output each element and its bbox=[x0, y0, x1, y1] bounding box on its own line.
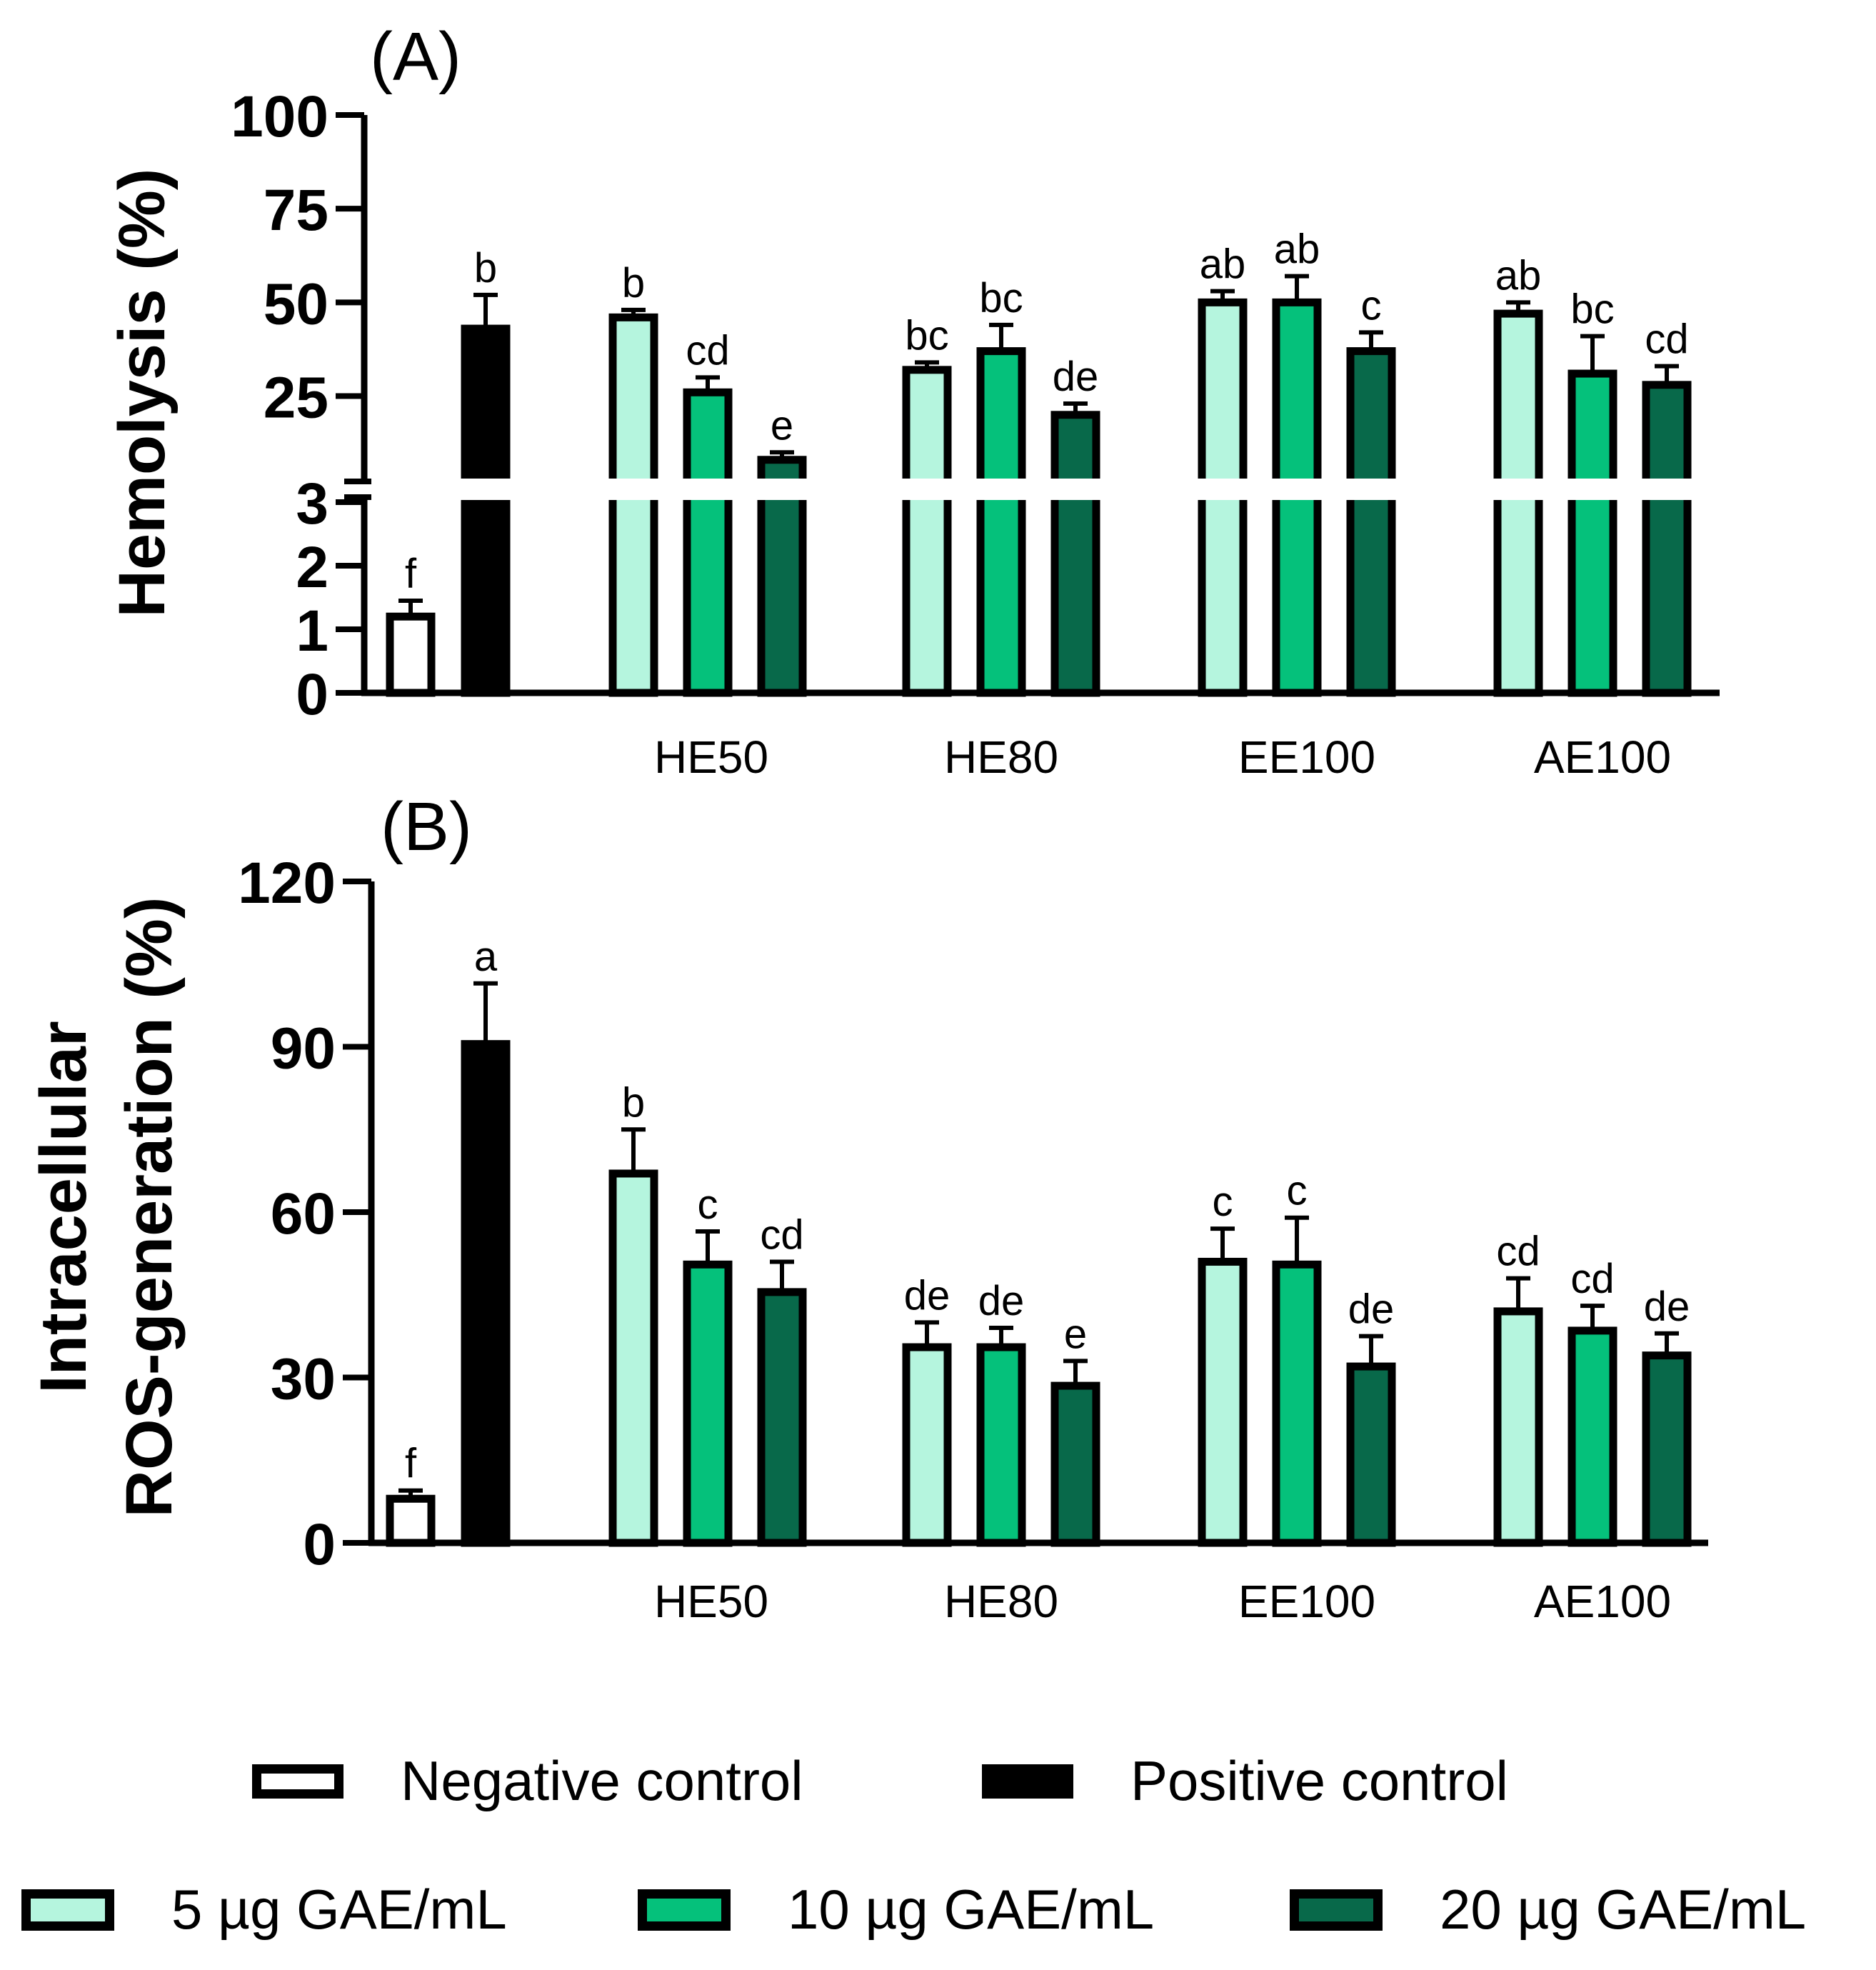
panel-b-ros: (B) Intracellular ROS-generation (%) f a b… bbox=[27, 789, 1708, 1627]
letter-a-he50-c10: cd bbox=[686, 327, 729, 374]
bar-b-ae100-c5 bbox=[1493, 1307, 1543, 1547]
x-category-label-b-he50: HE50 bbox=[654, 1576, 768, 1627]
bar-a-ae100-c10 bbox=[1567, 369, 1617, 697]
bar-b-ae100-c10 bbox=[1567, 1326, 1617, 1547]
bar-b-he80-c20 bbox=[1050, 1381, 1100, 1547]
letter-b-he80-c20: e bbox=[1064, 1311, 1087, 1357]
letter-b-ae100-c5: cd bbox=[1496, 1229, 1540, 1275]
x-category-label-b-ee100: EE100 bbox=[1238, 1576, 1375, 1627]
bar-a-he50-c10 bbox=[683, 388, 733, 697]
letter-b-ee100-c10: c bbox=[1287, 1168, 1308, 1214]
letter-b-he80-c5: de bbox=[904, 1272, 950, 1319]
letter-a-negative-control: f bbox=[405, 551, 417, 597]
panel-a-label: (A) bbox=[370, 19, 461, 95]
bar-a-ee100-c20 bbox=[1346, 347, 1396, 697]
letter-a-ae100-c20: cd bbox=[1645, 316, 1688, 363]
bar-b-he50-c20 bbox=[757, 1288, 807, 1547]
letter-a-ae100-c5: ab bbox=[1495, 252, 1542, 299]
y-tick-label-b-0: 0 bbox=[303, 1512, 336, 1577]
letter-a-he80-c5: bc bbox=[905, 312, 948, 359]
bar-b-he50-c5 bbox=[608, 1169, 658, 1547]
panel-b-ylabel-line2: ROS-generation (%) bbox=[113, 897, 186, 1518]
x-category-label-a-ae100: AE100 bbox=[1534, 731, 1671, 783]
y-tick-label-a-3: 3 bbox=[296, 471, 328, 536]
panel-b-label: (B) bbox=[381, 789, 472, 865]
letter-a-ee100-c5: ab bbox=[1200, 241, 1246, 288]
bar-b-ee100-c20 bbox=[1346, 1362, 1396, 1547]
axis-break-gap bbox=[343, 479, 1741, 500]
bar-a-he80-c5 bbox=[902, 366, 952, 697]
x-category-label-b-he80: HE80 bbox=[944, 1576, 1058, 1627]
bar-b-ee100-c10 bbox=[1272, 1260, 1322, 1547]
letter-a-positive-control: b bbox=[474, 245, 497, 291]
x-category-label-a-he80: HE80 bbox=[944, 731, 1058, 783]
bar-a-he50-c5 bbox=[608, 313, 658, 697]
bar-b-ee100-c5 bbox=[1198, 1257, 1248, 1547]
y-tick-label-a-0: 0 bbox=[296, 662, 328, 727]
bar-b-negative-control bbox=[386, 1494, 436, 1547]
letter-b-he50-c5: b bbox=[622, 1079, 645, 1126]
letter-a-ee100-c20: c bbox=[1361, 282, 1382, 329]
bar-a-ae100-c20 bbox=[1642, 381, 1692, 697]
letter-b-ae100-c20: de bbox=[1644, 1284, 1690, 1330]
y-tick-label-b-30: 30 bbox=[271, 1347, 336, 1412]
panel-b-ylabel-line1: Intracellular bbox=[27, 1021, 100, 1394]
bar-b-ae100-c20 bbox=[1642, 1351, 1692, 1547]
letter-b-ae100-c10: cd bbox=[1570, 1256, 1614, 1302]
letter-b-negative-control: f bbox=[405, 1441, 417, 1487]
bar-b-he80-c5 bbox=[902, 1343, 952, 1547]
letter-a-ae100-c10: bc bbox=[1570, 286, 1614, 333]
bar-b-he50-c10 bbox=[683, 1260, 733, 1547]
bar-a-ae100-c5 bbox=[1493, 309, 1543, 697]
y-tick-label-a-75: 75 bbox=[264, 178, 328, 243]
letter-a-he80-c20: de bbox=[1053, 354, 1099, 400]
y-tick-label-b-60: 60 bbox=[271, 1181, 336, 1246]
letter-a-he80-c10: bc bbox=[979, 275, 1023, 321]
y-tick-label-a-1: 1 bbox=[296, 599, 328, 664]
y-tick-label-a-50: 50 bbox=[264, 271, 328, 336]
y-tick-label-a-2: 2 bbox=[296, 535, 328, 600]
letter-b-positive-control: a bbox=[474, 934, 498, 980]
bar-a-he80-c10 bbox=[976, 347, 1026, 697]
letter-a-he50-c5: b bbox=[622, 260, 645, 306]
bar-b-he80-c10 bbox=[976, 1343, 1026, 1547]
y-tick-label-b-120: 120 bbox=[238, 851, 336, 916]
bar-b-positive-control bbox=[461, 1040, 511, 1547]
bar-a-positive-control bbox=[461, 324, 511, 697]
y-tick-label-a-25: 25 bbox=[264, 366, 328, 431]
bar-a-he80-c20 bbox=[1050, 411, 1100, 697]
letter-a-he50-c20: e bbox=[771, 402, 793, 449]
x-category-label-b-ae100: AE100 bbox=[1534, 1576, 1671, 1627]
letter-a-ee100-c10: ab bbox=[1274, 226, 1320, 273]
letter-b-he50-c20: cd bbox=[760, 1211, 803, 1258]
letter-b-ee100-c20: de bbox=[1348, 1286, 1395, 1333]
bar-a-negative-control bbox=[386, 612, 436, 697]
letter-b-he80-c10: de bbox=[978, 1278, 1025, 1324]
letter-b-ee100-c5: c bbox=[1213, 1179, 1233, 1225]
panel-a-ylabel: Hemolysis (%) bbox=[106, 169, 179, 618]
letter-b-he50-c10: c bbox=[698, 1181, 718, 1228]
y-tick-label-a-100: 100 bbox=[231, 84, 328, 149]
y-tick-label-b-90: 90 bbox=[271, 1016, 336, 1081]
x-category-label-a-he50: HE50 bbox=[654, 731, 768, 783]
x-category-label-a-ee100: EE100 bbox=[1238, 731, 1375, 783]
